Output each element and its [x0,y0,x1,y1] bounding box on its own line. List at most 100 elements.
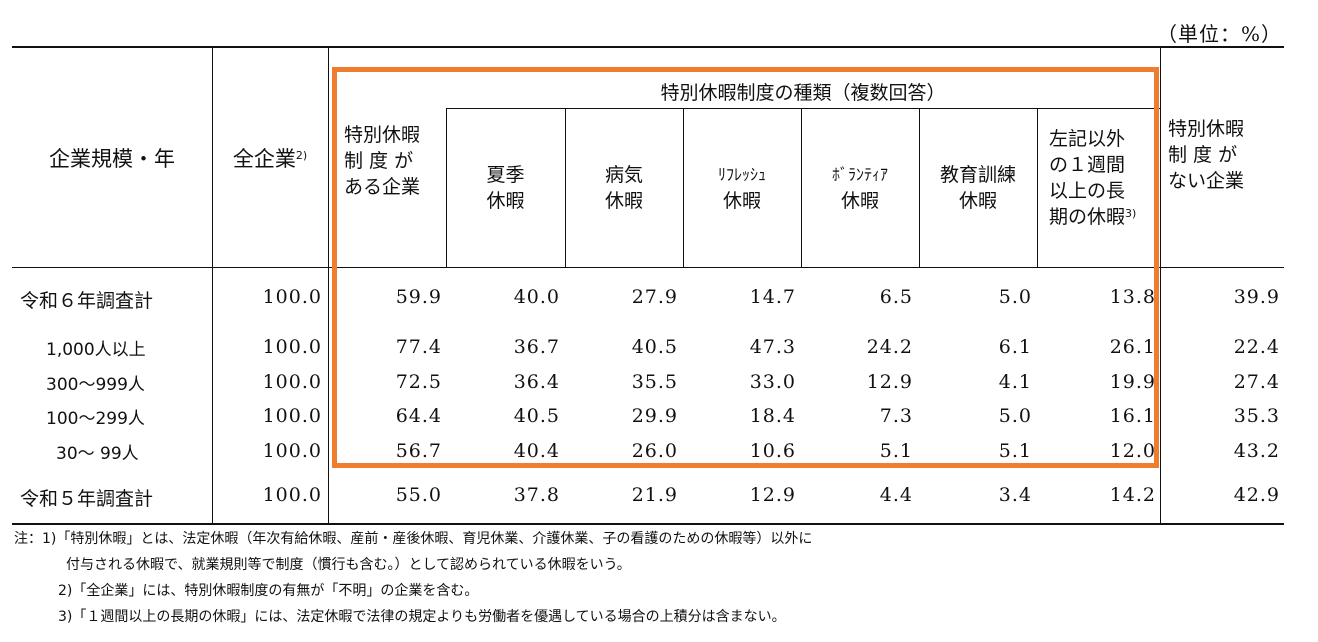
table-cell: 3.4 [998,484,1032,506]
table-cell: 42.9 [1233,484,1280,506]
table-cell: 21.9 [631,484,678,506]
footnote: 付与される休暇で、就業規則等で制度（慣行も含む。）として認められている休暇をいう… [66,557,631,573]
header-line: ﾎﾞﾗﾝﾃｨｱ [831,165,888,184]
header-line: ある企業 [344,176,421,198]
table-cell: 4.1 [998,371,1032,393]
table-top-rule [12,46,1284,48]
table-cell: 27.9 [631,286,678,308]
table-cell: 100.0 [262,286,322,308]
header-line: 休暇 [958,190,997,212]
header-line: 休暇 [604,190,643,212]
header-line: の１週間 [1049,154,1126,176]
table-cell: 7.3 [879,405,913,427]
table-cell: 14.2 [1109,484,1156,506]
header-line: 休暇 [486,190,525,212]
col-divider [683,109,684,267]
col-divider [801,109,802,267]
header-has-system: 特別休暇 制 度 が ある企業 [330,122,460,200]
table-cell: 12.9 [749,484,796,506]
table-cell: 5.1 [998,440,1032,462]
table-cell: 10.6 [749,440,796,462]
table-cell: 14.7 [749,286,796,308]
table-cell: 47.3 [749,336,796,358]
table-cell: 56.7 [395,440,442,462]
header-volunteer-leave: ﾎﾞﾗﾝﾃｨｱ 休暇 [801,162,919,214]
table-cell: 36.7 [513,336,560,358]
table-cell: 13.8 [1109,286,1156,308]
col-divider [212,47,213,523]
row-label: 令和５年調査計 [20,488,154,510]
header-all-note: 2) [295,149,308,162]
header-size-year: 企業規模・年 [49,147,175,171]
footnote: 2)「全企業」には、特別休暇制度の有無が「不明」の企業を含む。 [58,583,479,599]
header-line: 特別休暇 [1168,118,1245,140]
table-cell: 16.1 [1109,405,1156,427]
header-line: 病気 [604,164,643,186]
table-cell: 35.3 [1233,405,1280,427]
table-cell: 5.0 [998,286,1032,308]
table-cell: 43.2 [1233,440,1280,462]
table-cell: 100.0 [262,371,322,393]
table-cell: 22.4 [1233,336,1280,358]
highlight-box [332,67,1159,468]
header-bottom-rule [12,267,1284,268]
header-line: ﾘﾌﾚｯｼｭ [717,165,766,184]
table-cell: 100.0 [262,440,322,462]
table-cell: 100.0 [262,405,322,427]
table-cell: 59.9 [395,286,442,308]
footnote: 3)「１週間以上の長期の休暇」には、法定休暇で法律の規定よりも労働者を優遇してい… [58,609,786,625]
header-line: 休暇 [722,190,761,212]
footnote: 注：1)「特別休暇」とは、法定休暇（年次有給休暇、産前・産後休暇、育児休業、介護… [14,531,813,547]
header-line: 期の休暇3) [1049,204,1160,230]
table-cell: 100.0 [262,336,322,358]
table-cell: 4.4 [879,484,913,506]
table-cell: 12.0 [1109,440,1156,462]
table-cell: 12.9 [866,371,913,393]
header-all-label: 全企業 [232,147,296,171]
header-line: 制 度 が [1168,144,1238,166]
table-cell: 40.5 [513,405,560,427]
header-line: 休暇 [840,190,879,212]
table-cell: 5.0 [998,405,1032,427]
header-all-companies: 全企業2) [212,146,328,172]
table-cell: 77.4 [395,336,442,358]
table-cell: 33.0 [749,371,796,393]
header-refresh-leave: ﾘﾌﾚｯｼｭ 休暇 [683,162,801,214]
table-cell: 100.0 [262,484,322,506]
header-other-long-leave: 左記以外 の１週間 以上の長 期の休暇3) [1037,126,1160,230]
table-cell: 26.0 [631,440,678,462]
table-cell: 29.9 [631,405,678,427]
table-cell: 24.2 [866,336,913,358]
table-cell: 26.1 [1109,336,1156,358]
table-cell: 40.4 [513,440,560,462]
row-label: 300～999人 [46,375,145,395]
row-label: 100～299人 [46,409,145,429]
col-divider [1160,47,1161,523]
table-cell: 6.5 [879,286,913,308]
table-cell: 37.8 [513,484,560,506]
table-cell: 39.9 [1233,286,1280,308]
header-line: ない企業 [1168,170,1245,192]
header-education-leave: 教育訓練 休暇 [919,162,1037,214]
table-cell: 27.4 [1233,371,1280,393]
table-cell: 64.4 [395,405,442,427]
header-group-title: 特別休暇制度の種類（複数回答） [660,82,946,104]
header-no-system: 特別休暇 制 度 が ない企業 [1162,116,1290,194]
col-divider [919,109,920,267]
header-other-note: 3) [1125,207,1137,220]
col-divider [1037,109,1038,267]
table-cell: 18.4 [749,405,796,427]
table-cell: 55.0 [395,484,442,506]
header-line: 以上の長 [1049,180,1126,202]
header-line: 教育訓練 [939,164,1016,186]
header-other-last: 期の休暇 [1049,206,1126,228]
header-sick-leave: 病気 休暇 [565,162,683,214]
header-line: 制 度 が [344,150,414,172]
unit-label: （単位：%） [1156,22,1282,46]
col-divider [328,47,329,523]
group-header-rule [446,108,1160,109]
table-cell: 5.1 [879,440,913,462]
header-line: 夏季 [486,164,525,186]
table-cell: 36.4 [513,371,560,393]
row-label: 1,000人以上 [46,340,146,360]
